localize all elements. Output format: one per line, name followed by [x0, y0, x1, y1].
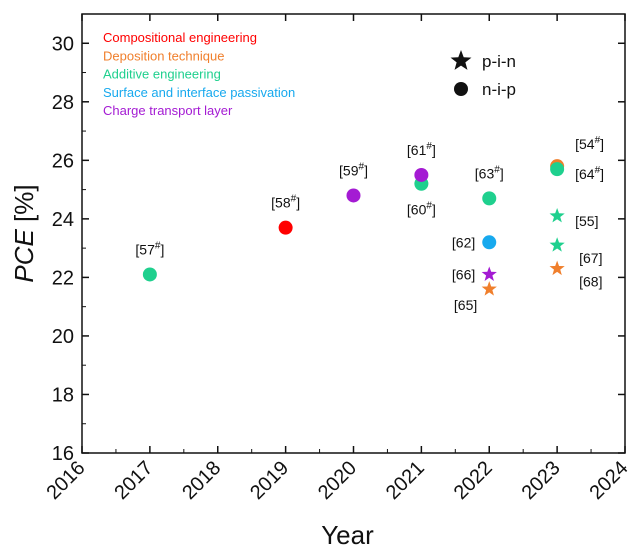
- marker-shape-legend: p-i-n n-i-p: [450, 50, 516, 99]
- reference-number: [57: [135, 241, 155, 257]
- marker-legend-label: n-i-p: [482, 80, 516, 99]
- legend-entry: Compositional engineering: [103, 30, 257, 45]
- reference-close: ]: [432, 202, 436, 218]
- y-axis-title-unit: [%]: [9, 184, 39, 229]
- reference-label: [58#]: [271, 194, 300, 211]
- x-tick-label: 2022: [450, 457, 497, 504]
- data-point-circle: [142, 267, 157, 282]
- reference-number: [62]: [452, 234, 475, 250]
- legend-entry: Surface and interface passivation: [103, 85, 295, 100]
- reference-label: [59#]: [339, 161, 368, 178]
- y-tick-label: 16: [52, 443, 74, 465]
- reference-label: [54#]: [575, 135, 604, 152]
- data-point-circle: [278, 220, 293, 235]
- x-tick-label: 2019: [246, 457, 293, 504]
- x-axis-title: Year: [321, 520, 374, 550]
- reference-number: [63: [475, 165, 495, 181]
- y-tick-label: 18: [52, 384, 74, 406]
- reference-close: ]: [364, 162, 368, 178]
- reference-superscript: #: [494, 164, 500, 175]
- reference-superscript: #: [155, 240, 161, 251]
- data-point-circle: [346, 188, 361, 203]
- y-axis-title-quantity: PCE: [9, 229, 39, 283]
- reference-number: [61: [407, 142, 427, 158]
- reference-number: [58: [271, 195, 291, 211]
- reference-label: [65]: [454, 297, 477, 313]
- reference-superscript: #: [359, 161, 365, 172]
- reference-superscript: #: [426, 201, 432, 212]
- data-point-star: [481, 266, 497, 281]
- reference-number: [68]: [579, 274, 602, 290]
- reference-number: [54: [575, 136, 595, 152]
- reference-superscript: #: [595, 135, 601, 146]
- reference-close: ]: [160, 241, 164, 257]
- reference-number: [67]: [579, 250, 602, 266]
- reference-label: [62]: [452, 234, 475, 250]
- x-tick-label: 2021: [382, 457, 429, 504]
- legend-star-marker: [450, 50, 472, 70]
- x-tick-label: 2018: [178, 457, 225, 504]
- data-point-star: [481, 281, 497, 296]
- reference-number: [55]: [575, 213, 598, 229]
- legend-entry: Deposition technique: [103, 48, 224, 63]
- reference-number: [64: [575, 166, 595, 182]
- reference-close: ]: [296, 195, 300, 211]
- legend-entry: Charge transport layer: [103, 103, 233, 118]
- reference-superscript: #: [291, 194, 297, 205]
- reference-label: [68]: [579, 274, 602, 290]
- marker-legend-label: p-i-n: [482, 52, 516, 71]
- y-tick-label: 30: [52, 33, 74, 55]
- category-legend: Compositional engineering Deposition tech…: [103, 30, 295, 118]
- y-tick-label: 20: [52, 326, 74, 348]
- reference-label: [61#]: [407, 141, 436, 158]
- reference-close: ]: [600, 136, 604, 152]
- reference-close: ]: [432, 142, 436, 158]
- reference-close: ]: [500, 165, 504, 181]
- reference-close: ]: [600, 166, 604, 182]
- data-point-circle: [482, 191, 497, 206]
- data-point-star: [549, 260, 565, 276]
- data-point-circle: [482, 235, 497, 250]
- reference-labels: [57#][58#][59#][60#][61#][63#][62][66][6…: [135, 135, 604, 313]
- reference-label: [63#]: [475, 164, 504, 181]
- data-point-circle: [414, 167, 429, 182]
- reference-label: [67]: [579, 250, 602, 266]
- x-tick-label: 2016: [43, 457, 90, 504]
- data-point-star: [549, 207, 565, 223]
- x-tick-label: 2017: [110, 457, 157, 504]
- data-point-circle: [550, 162, 565, 177]
- x-tick-label: 2024: [586, 457, 633, 504]
- reference-label: [55]: [575, 213, 598, 229]
- x-tick-label: 2020: [314, 457, 361, 504]
- data-point-star: [549, 237, 565, 252]
- y-tick-label: 22: [52, 267, 74, 289]
- x-tick-label: 2023: [518, 457, 565, 504]
- y-tick-label: 24: [52, 209, 74, 231]
- reference-number: [60: [407, 202, 427, 218]
- reference-superscript: #: [595, 165, 601, 176]
- y-tick-label: 28: [52, 92, 74, 114]
- reference-number: [59: [339, 162, 359, 178]
- y-axis-title: PCE [%]: [9, 184, 39, 282]
- data-points: [142, 159, 565, 296]
- legend-circle-marker: [454, 82, 468, 96]
- reference-label: [64#]: [575, 165, 604, 182]
- reference-superscript: #: [426, 141, 432, 152]
- legend-entry: Additive engineering: [103, 67, 221, 82]
- reference-label: [60#]: [407, 201, 436, 218]
- reference-number: [65]: [454, 297, 477, 313]
- y-tick-label: 26: [52, 150, 74, 172]
- reference-number: [66]: [452, 266, 475, 282]
- reference-label: [57#]: [135, 240, 164, 257]
- reference-label: [66]: [452, 266, 475, 282]
